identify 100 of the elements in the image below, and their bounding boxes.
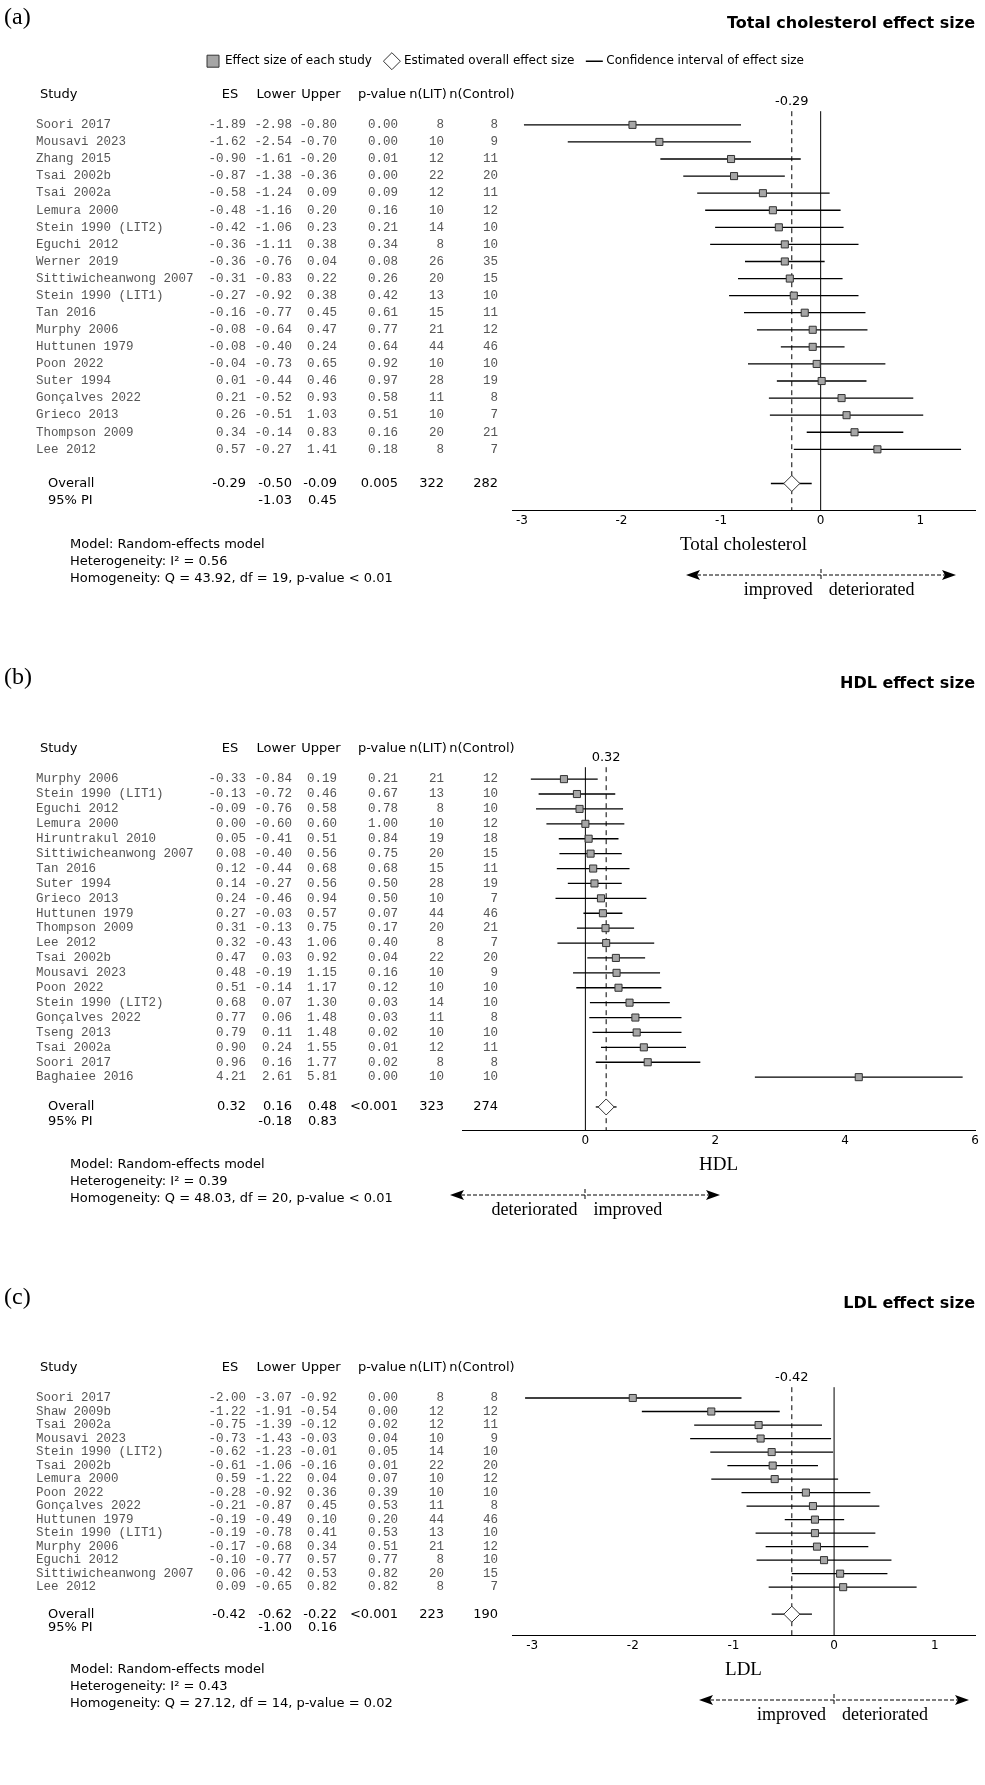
text: (c) — [4, 1283, 31, 1310]
category-label: Mousavi 2023 — [36, 1431, 127, 1446]
point — [800, 308, 809, 317]
point — [801, 1488, 810, 1497]
category-label: Murphy 2006 — [36, 323, 119, 338]
category-label: 95% PI — [48, 1619, 93, 1635]
point — [589, 864, 598, 873]
text: -0.21 -0.87 0.45 0.53 11 8 — [208, 1499, 498, 1514]
x-tick-label: 0 — [816, 513, 825, 528]
point — [768, 1461, 777, 1470]
x-tick-label: 6 — [971, 1133, 979, 1148]
text: (b) — [4, 663, 32, 690]
point — [808, 1502, 817, 1511]
point — [632, 1028, 641, 1037]
category-label: Suter 1994 — [36, 876, 112, 891]
ref-line-label: -0.29 — [774, 93, 809, 109]
text: Homogeneity: Q = 27.12, df = 14, p-value = 0.02 — [70, 1695, 393, 1711]
y-axis-title: Study — [40, 740, 78, 756]
x-tick-label: -1 — [727, 1638, 740, 1653]
text: -0.18 0.83 — [258, 1113, 337, 1129]
text: improved — [757, 1703, 827, 1725]
text: -1.03 0.45 — [258, 491, 337, 507]
text: -1.89 -2.98 -0.80 0.00 8 8 — [208, 118, 498, 133]
point — [628, 1393, 637, 1403]
category-label: Lemura 2000 — [36, 203, 119, 218]
point — [628, 120, 637, 129]
category-label: Poon 2022 — [36, 357, 104, 372]
text: 4.21 2.61 5.81 0.00 10 10 — [215, 1070, 498, 1085]
category-label: Murphy 2006 — [36, 1539, 119, 1554]
point — [774, 223, 783, 232]
text: ES Lower Upper p-value n(LIT) n(Control) — [221, 1359, 515, 1375]
text: -0.73 -1.43 -0.03 0.04 10 9 — [208, 1431, 498, 1446]
text: 0.14 -0.27 0.56 0.50 28 19 — [215, 876, 498, 891]
category-label: Lemura 2000 — [36, 1472, 119, 1487]
text: -0.87 -1.38 -0.36 0.00 22 20 — [208, 169, 498, 184]
category-label: Tsai 2002a — [36, 186, 112, 201]
text: Model: Random-effects model — [70, 536, 265, 552]
text: -2.00 -3.07 -0.92 0.00 8 8 — [208, 1391, 498, 1406]
ref-line-label: 0.32 — [591, 749, 621, 765]
text: 0.47 0.03 0.92 0.04 22 20 — [215, 951, 498, 966]
text: -0.28 -0.92 0.36 0.39 10 10 — [208, 1485, 498, 1500]
text: deteriorated — [491, 1198, 578, 1220]
category-label: Soori 2017 — [36, 1055, 112, 1070]
text: -0.42 -0.62 -0.22 <0.001 223 190 — [212, 1605, 498, 1621]
text: -0.75 -1.39 -0.12 0.02 12 11 — [208, 1418, 498, 1433]
text: Model: Random-effects model — [70, 1661, 265, 1677]
point — [767, 1448, 776, 1457]
text: 0.77 0.06 1.48 0.03 11 8 — [215, 1010, 498, 1025]
category-label: Sittiwicheanwong 2007 — [36, 846, 194, 861]
category-label: Gonçalves 2022 — [36, 1499, 142, 1514]
x-tick-label: 2 — [711, 1133, 720, 1148]
text: 0.48 -0.19 1.15 0.16 10 9 — [215, 966, 498, 981]
category-label: Tseng 2013 — [36, 1025, 112, 1040]
text: -0.36 -1.11 0.38 0.34 8 10 — [208, 237, 498, 252]
text: 0.27 -0.03 0.57 0.07 44 46 — [215, 906, 498, 921]
text: 0.79 0.11 1.48 0.02 10 10 — [215, 1025, 498, 1040]
point — [812, 359, 821, 368]
chart-title: Total cholesterol effect size — [727, 12, 976, 32]
x-axis-title: Total cholesterol — [680, 532, 807, 554]
text: -0.29 -0.50 -0.09 0.005 322 282 — [212, 474, 498, 490]
point — [601, 924, 610, 933]
point — [770, 1475, 779, 1484]
point — [655, 137, 664, 146]
point — [873, 445, 882, 454]
category-label: Huttunen 1979 — [36, 906, 134, 921]
x-tick-label: -2 — [615, 513, 628, 528]
category-label: Sittiwicheanwong 2007 — [36, 271, 194, 286]
text: deteriorated — [842, 1703, 929, 1725]
text: 0.96 0.16 1.77 0.02 8 8 — [215, 1055, 498, 1070]
text: -0.10 -0.77 0.57 0.77 8 10 — [208, 1553, 498, 1568]
text: 0.08 -0.40 0.56 0.75 20 15 — [215, 846, 498, 861]
text: 0.32 -0.43 1.06 0.40 8 7 — [215, 936, 498, 951]
text: Confidence interval of effect size — [606, 53, 804, 68]
point — [625, 998, 634, 1007]
text: 0.51 -0.14 1.17 0.12 10 10 — [215, 981, 498, 996]
category-label: Lee 2012 — [36, 442, 97, 457]
category-label: Murphy 2006 — [36, 772, 119, 787]
point — [842, 411, 851, 420]
text: -0.16 -0.77 0.45 0.61 15 11 — [208, 306, 498, 321]
text: 0.31 -0.13 0.75 0.17 20 21 — [215, 921, 498, 936]
point — [581, 819, 590, 828]
category-label: Thompson 2009 — [36, 425, 134, 440]
text: 0.21 -0.52 0.93 0.58 11 8 — [215, 391, 498, 406]
point — [572, 789, 581, 799]
point — [817, 376, 826, 386]
text: Heterogeneity: I² = 0.56 — [70, 553, 228, 569]
chart-title: LDL effect size — [843, 1292, 976, 1312]
text: 0.24 -0.46 0.94 0.50 10 7 — [215, 891, 498, 906]
point — [785, 274, 794, 283]
text: -0.42 -1.06 0.23 0.21 14 10 — [208, 220, 498, 235]
point — [559, 775, 568, 784]
point — [586, 849, 595, 858]
category-label: Stein 1990 (LIT1) — [36, 1526, 164, 1541]
text: -0.04 -0.73 0.65 0.92 10 10 — [208, 357, 498, 372]
category-label: Eguchi 2012 — [36, 802, 119, 817]
text: -0.31 -0.83 0.22 0.26 20 15 — [208, 271, 498, 286]
text: ES Lower Upper p-value n(LIT) n(Control) — [221, 86, 515, 102]
category-label: Soori 2017 — [36, 118, 112, 133]
category-label: Werner 2019 — [36, 254, 119, 269]
x-tick-label: 0 — [830, 1638, 838, 1653]
